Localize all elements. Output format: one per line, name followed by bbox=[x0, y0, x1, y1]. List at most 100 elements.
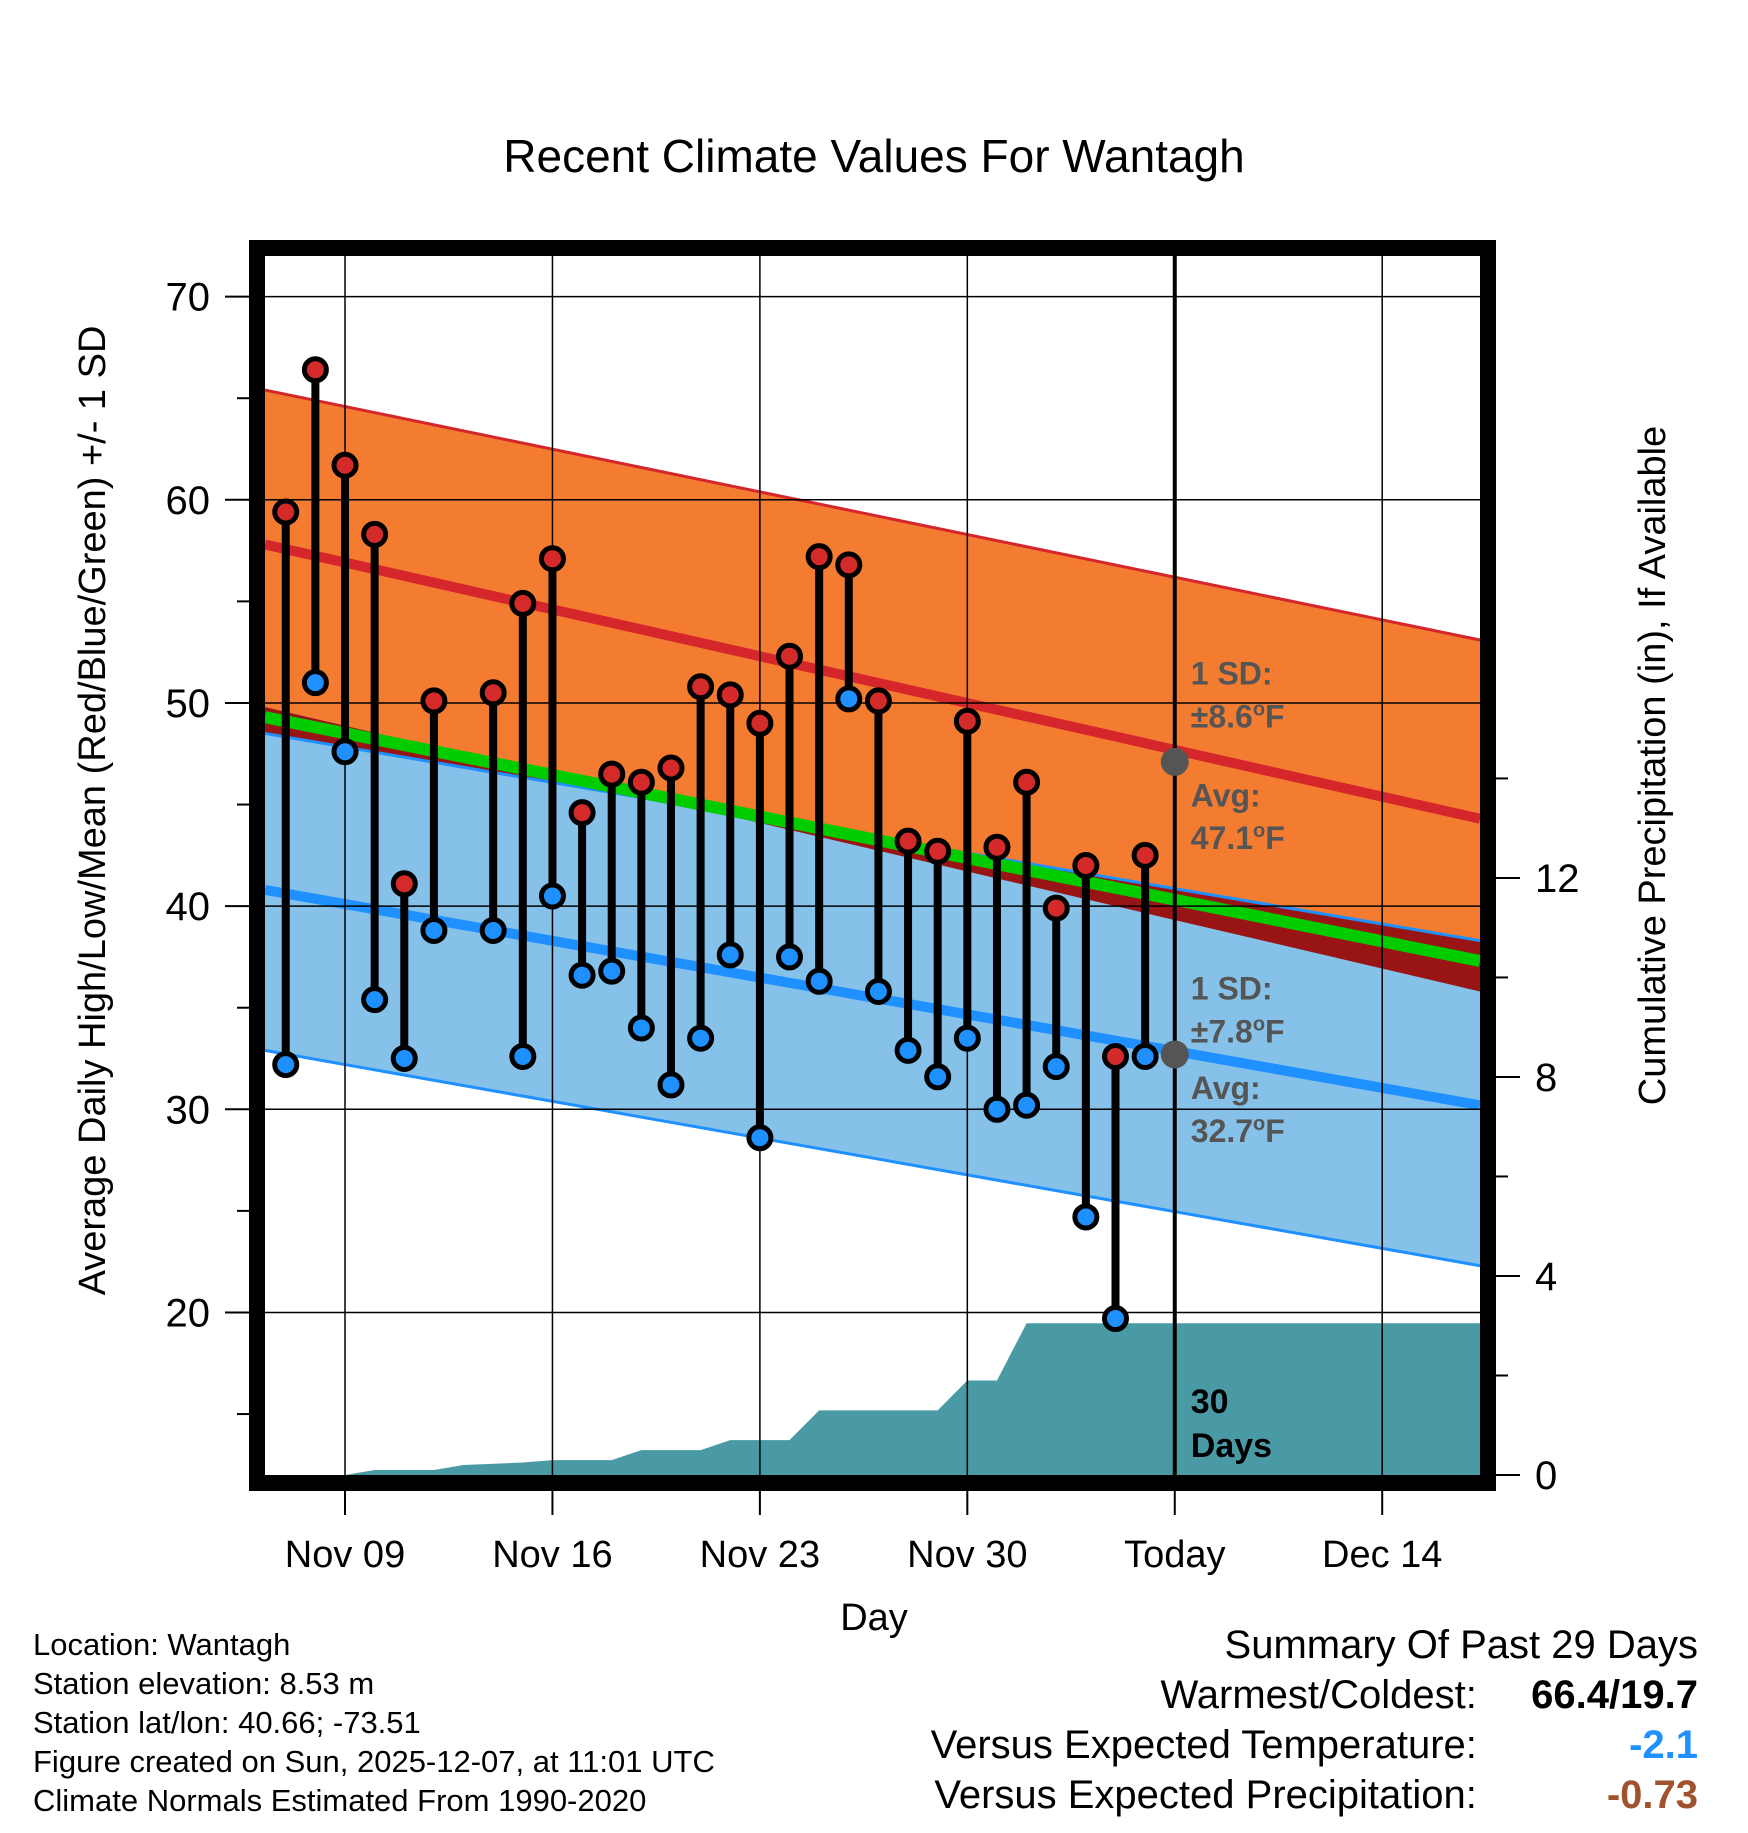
high-temp-dot bbox=[953, 707, 981, 735]
day-observation bbox=[627, 768, 655, 1042]
y-tick-label: 30 bbox=[166, 1088, 211, 1132]
low-temp-dot bbox=[687, 1024, 715, 1052]
day-observation bbox=[331, 451, 359, 766]
warmest-coldest-value: 66.4/19.7 bbox=[1531, 1673, 1698, 1717]
high-temp-dot bbox=[776, 642, 804, 670]
day-observation bbox=[776, 642, 804, 971]
day-observation bbox=[509, 589, 537, 1070]
day-observation bbox=[1042, 894, 1070, 1081]
high-temp-dot bbox=[479, 679, 507, 707]
low-temp-dot bbox=[331, 738, 359, 766]
high-temp-dot bbox=[301, 356, 329, 384]
high-temp-dot bbox=[983, 833, 1011, 861]
low-temp-dot bbox=[1102, 1305, 1129, 1333]
day-observation bbox=[746, 709, 774, 1152]
warmest-coldest-row: Warmest/Coldest: 66.4/19.7 bbox=[931, 1670, 1699, 1720]
day-observation bbox=[657, 754, 685, 1099]
high-temp-dot bbox=[835, 551, 863, 579]
normals-text: Climate Normals Estimated From 1990-2020 bbox=[33, 1783, 647, 1818]
low-temp-dot bbox=[598, 957, 626, 985]
chart-title: Recent Climate Values For Wantagh bbox=[503, 130, 1244, 182]
high-temp-dot bbox=[687, 673, 715, 701]
low-avg-value: 32.7oF bbox=[1191, 1113, 1285, 1149]
mean-line bbox=[263, 711, 1482, 967]
high-sd-label: 1 SD: bbox=[1191, 656, 1273, 692]
station-info: Location: Wantagh Station elevation: 8.5… bbox=[33, 1625, 715, 1820]
x-axis-label: Day bbox=[840, 1597, 908, 1639]
low-temp-dot bbox=[953, 1024, 981, 1052]
high-temp-dot bbox=[657, 754, 685, 782]
day-observation bbox=[716, 681, 744, 969]
low-temp-dot bbox=[894, 1036, 922, 1064]
low-temp-dot bbox=[568, 961, 596, 989]
y2-tick-label: 0 bbox=[1535, 1454, 1557, 1498]
x-tick-label: Nov 23 bbox=[700, 1534, 820, 1576]
precip-departure-row: Versus Expected Precipitation: -0.73 bbox=[931, 1770, 1698, 1820]
low-temp-dot bbox=[924, 1063, 952, 1091]
low-temp-dot bbox=[716, 941, 744, 969]
high-avg-label: Avg: bbox=[1191, 778, 1261, 814]
created-text: Figure created on Sun, 2025-12-07, at 11… bbox=[33, 1744, 715, 1779]
day-observation bbox=[390, 870, 418, 1073]
low-avg-marker bbox=[1160, 1040, 1189, 1069]
high-sd-value: ±8.6oF bbox=[1191, 698, 1285, 734]
day-observation bbox=[983, 833, 1011, 1123]
summary-panel: Summary Of Past 29 Days Warmest/Coldest:… bbox=[931, 1620, 1698, 1820]
low-temp-dot bbox=[657, 1071, 685, 1099]
day-observation bbox=[272, 498, 300, 1079]
precip-departure-value: -0.73 bbox=[1606, 1773, 1698, 1817]
low-temp-dot bbox=[301, 669, 329, 697]
low-sd-label: 1 SD: bbox=[1191, 971, 1273, 1007]
day-observation bbox=[864, 687, 892, 1005]
high-temp-dot bbox=[390, 870, 418, 898]
day-observation bbox=[1072, 852, 1100, 1231]
high-temp-dot bbox=[746, 709, 774, 737]
low-temp-dot bbox=[627, 1014, 655, 1042]
high-upper-line bbox=[264, 388, 1481, 642]
x-tick-label: Nov 16 bbox=[492, 1534, 612, 1576]
high-avg-marker bbox=[1160, 747, 1189, 776]
y2-axis-label: Cumulative Precipitation (in), If Availa… bbox=[1632, 426, 1674, 1105]
high-temp-dot bbox=[331, 451, 359, 479]
y-tick-label: 70 bbox=[166, 276, 211, 320]
day-observation bbox=[301, 356, 329, 697]
high-temp-dot bbox=[538, 545, 566, 573]
high-temp-dot bbox=[598, 760, 626, 788]
high-temp-dot bbox=[864, 687, 892, 715]
low-temp-dot bbox=[1072, 1203, 1100, 1231]
high-temp-dot bbox=[1042, 894, 1070, 922]
day-observation bbox=[1102, 1042, 1129, 1333]
day-observation bbox=[894, 827, 922, 1064]
elevation-text: Station elevation: 8.53 m bbox=[33, 1666, 375, 1701]
day-observation bbox=[835, 551, 863, 713]
low-temp-dot bbox=[746, 1124, 774, 1152]
low-temp-dot bbox=[864, 977, 892, 1005]
summary-title: Summary Of Past 29 Days bbox=[1224, 1623, 1698, 1667]
low-temp-dot bbox=[509, 1042, 537, 1070]
location-text: Location: Wantagh bbox=[33, 1627, 291, 1662]
low-temp-dot bbox=[272, 1051, 300, 1079]
low-temp-dot bbox=[805, 967, 833, 995]
y-tick-label: 20 bbox=[166, 1291, 211, 1335]
low-temp-dot bbox=[1013, 1091, 1041, 1119]
x-tick-label: Nov 30 bbox=[907, 1534, 1027, 1576]
low-temp-dot bbox=[538, 882, 566, 910]
day-observation bbox=[1013, 768, 1041, 1119]
y2-tick-label: 4 bbox=[1535, 1255, 1557, 1299]
warmest-coldest-label: Warmest/Coldest: bbox=[1160, 1673, 1477, 1717]
day-observation bbox=[420, 687, 448, 945]
high-temp-dot bbox=[1072, 852, 1100, 879]
x-tick-label: Dec 14 bbox=[1322, 1534, 1442, 1576]
day-observation bbox=[598, 760, 626, 985]
day-observation bbox=[924, 837, 952, 1091]
y-axis-label: Average Daily High/Low/Mean (Red/Blue/Gr… bbox=[72, 326, 114, 1296]
high-temp-dot bbox=[361, 520, 389, 548]
plot-frame bbox=[249, 240, 1496, 1491]
precip-departure-label: Versus Expected Precipitation: bbox=[934, 1773, 1477, 1817]
y-tick-label: 60 bbox=[166, 479, 211, 523]
x-tick-label: Nov 09 bbox=[285, 1534, 405, 1576]
high-temp-dot bbox=[627, 768, 655, 796]
low-temp-dot bbox=[361, 986, 389, 1014]
high-temp-dot bbox=[1131, 841, 1159, 869]
